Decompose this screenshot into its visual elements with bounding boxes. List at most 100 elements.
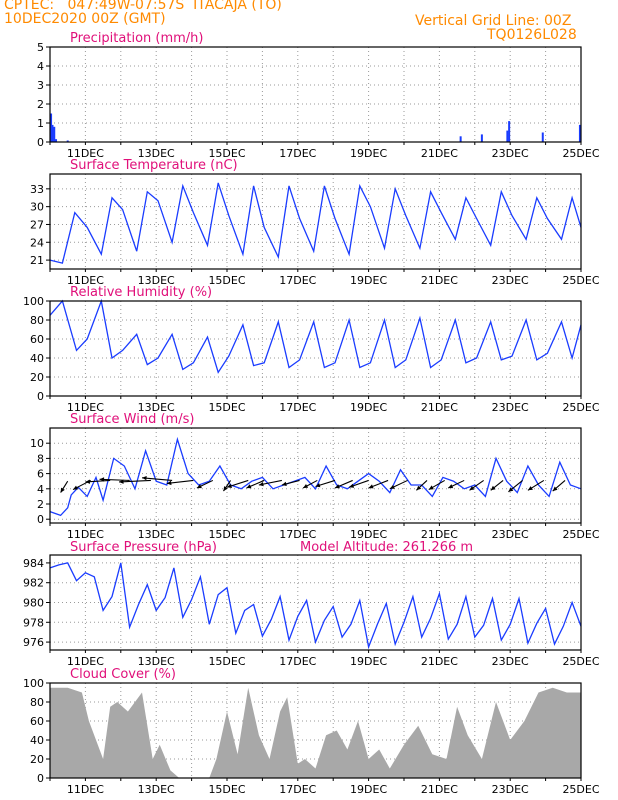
- y-tick-label: 0: [37, 390, 44, 403]
- y-tick-label: 30: [30, 201, 44, 214]
- wind-arrow-head: [99, 477, 105, 482]
- series-line: [49, 562, 582, 650]
- y-tick-label: 21: [30, 254, 44, 267]
- y-tick-label: 8: [37, 452, 44, 465]
- y-tick-label: 24: [30, 236, 44, 249]
- wind-arrow: [141, 477, 173, 481]
- wind-arrow-head: [490, 485, 496, 491]
- x-tick-label: 23DEC: [492, 274, 529, 287]
- wind-arrow-head: [85, 479, 90, 484]
- precip-bar: [459, 136, 462, 142]
- panel-title: Surface Pressure (hPa): [70, 540, 217, 555]
- plot-frame: [49, 554, 582, 651]
- wind-arrow-head: [448, 484, 454, 489]
- y-tick-label: 80: [30, 696, 44, 709]
- x-tick-label: 11DEC: [67, 655, 104, 668]
- y-tick-label: 27: [30, 218, 44, 231]
- wind-arrow-head: [246, 484, 252, 489]
- x-tick-label: 17DEC: [279, 274, 316, 287]
- wind-arrow-head: [508, 487, 514, 492]
- precip-bar: [51, 124, 54, 142]
- plot-frame: [49, 427, 582, 524]
- y-tick-label: 4: [37, 60, 44, 73]
- x-tick-label: 23DEC: [492, 147, 529, 160]
- x-tick-label: 13DEC: [138, 147, 175, 160]
- x-tick-label: 15DEC: [208, 655, 245, 668]
- y-tick-label: 984: [23, 557, 44, 570]
- wind-arrow-head: [166, 480, 172, 486]
- x-tick-label: 13DEC: [138, 528, 175, 541]
- x-tick-label: 13DEC: [138, 274, 175, 287]
- x-tick-label: 17DEC: [279, 655, 316, 668]
- panel-subtitle: Model Altitude: 261.266 m: [300, 540, 473, 555]
- plot-frame: [49, 46, 582, 143]
- run-code: TQ0126L028: [487, 27, 577, 43]
- cloud-cover-area: [50, 687, 581, 778]
- x-tick-label: 15DEC: [208, 274, 245, 287]
- y-tick-label: 4: [37, 483, 44, 496]
- y-tick-label: 40: [30, 352, 44, 365]
- x-tick-label: 23DEC: [492, 401, 529, 414]
- plot-frame: [49, 173, 582, 270]
- y-tick-label: 60: [30, 333, 44, 346]
- wind-arrow-head: [416, 485, 422, 491]
- y-tick-label: 976: [23, 636, 44, 649]
- x-tick-label: 15DEC: [208, 147, 245, 160]
- y-tick-label: 33: [30, 183, 44, 196]
- x-tick-label: 11DEC: [67, 401, 104, 414]
- x-tick-label: 23DEC: [492, 528, 529, 541]
- x-tick-label: 21DEC: [421, 147, 458, 160]
- plot-frame: [49, 300, 582, 397]
- wind-arrow-head: [227, 483, 232, 488]
- x-tick-label: 17DEC: [279, 783, 316, 796]
- x-tick-label: 17DEC: [279, 401, 316, 414]
- x-tick-label: 21DEC: [421, 401, 458, 414]
- y-tick-label: 0: [37, 513, 44, 526]
- wind-arrow-head: [389, 484, 395, 489]
- y-tick-label: 2: [37, 98, 44, 111]
- y-tick-label: 978: [23, 616, 44, 629]
- x-tick-label: 19DEC: [350, 655, 387, 668]
- x-tick-label: 21DEC: [421, 274, 458, 287]
- x-tick-label: 25DEC: [562, 783, 599, 796]
- x-tick-label: 25DEC: [562, 401, 599, 414]
- x-tick-label: 15DEC: [208, 401, 245, 414]
- panel-title: Cloud Cover (%): [70, 667, 176, 682]
- y-tick-label: 20: [30, 371, 44, 384]
- x-tick-label: 17DEC: [279, 147, 316, 160]
- y-tick-label: 100: [23, 295, 44, 308]
- wind-arrow-head: [469, 486, 475, 491]
- x-tick-label: 19DEC: [350, 783, 387, 796]
- wind-arrow: [119, 479, 151, 483]
- x-tick-label: 23DEC: [492, 783, 529, 796]
- precip-bar: [541, 132, 544, 142]
- wind-arrow: [99, 478, 130, 481]
- precip-bar: [506, 130, 509, 142]
- x-tick-label: 19DEC: [350, 274, 387, 287]
- y-tick-label: 5: [37, 41, 44, 54]
- precip-bar: [55, 139, 58, 142]
- y-tick-label: 60: [30, 715, 44, 728]
- precip-bar: [50, 113, 53, 142]
- wind-arrow-head: [315, 483, 321, 488]
- y-tick-label: 10: [30, 437, 44, 450]
- wind-arrow-head: [73, 485, 78, 490]
- y-tick-label: 0: [37, 772, 44, 785]
- x-tick-label: 11DEC: [67, 147, 104, 160]
- y-tick-label: 3: [37, 79, 44, 92]
- series-line: [49, 436, 582, 517]
- x-tick-label: 13DEC: [138, 783, 175, 796]
- x-tick-label: 25DEC: [562, 274, 599, 287]
- x-tick-label: 15DEC: [208, 783, 245, 796]
- y-tick-label: 6: [37, 468, 44, 481]
- x-tick-label: 15DEC: [208, 528, 245, 541]
- wind-arrow-head: [223, 486, 228, 492]
- y-tick-label: 2: [37, 498, 44, 511]
- grid-note: Vertical Grid Line: 00Z: [415, 13, 572, 29]
- x-tick-label: 11DEC: [67, 528, 104, 541]
- panel-title: Precipitation (mm/h): [70, 31, 203, 46]
- x-tick-label: 17DEC: [279, 528, 316, 541]
- wind-arrow-head: [281, 481, 287, 486]
- x-tick-label: 19DEC: [350, 528, 387, 541]
